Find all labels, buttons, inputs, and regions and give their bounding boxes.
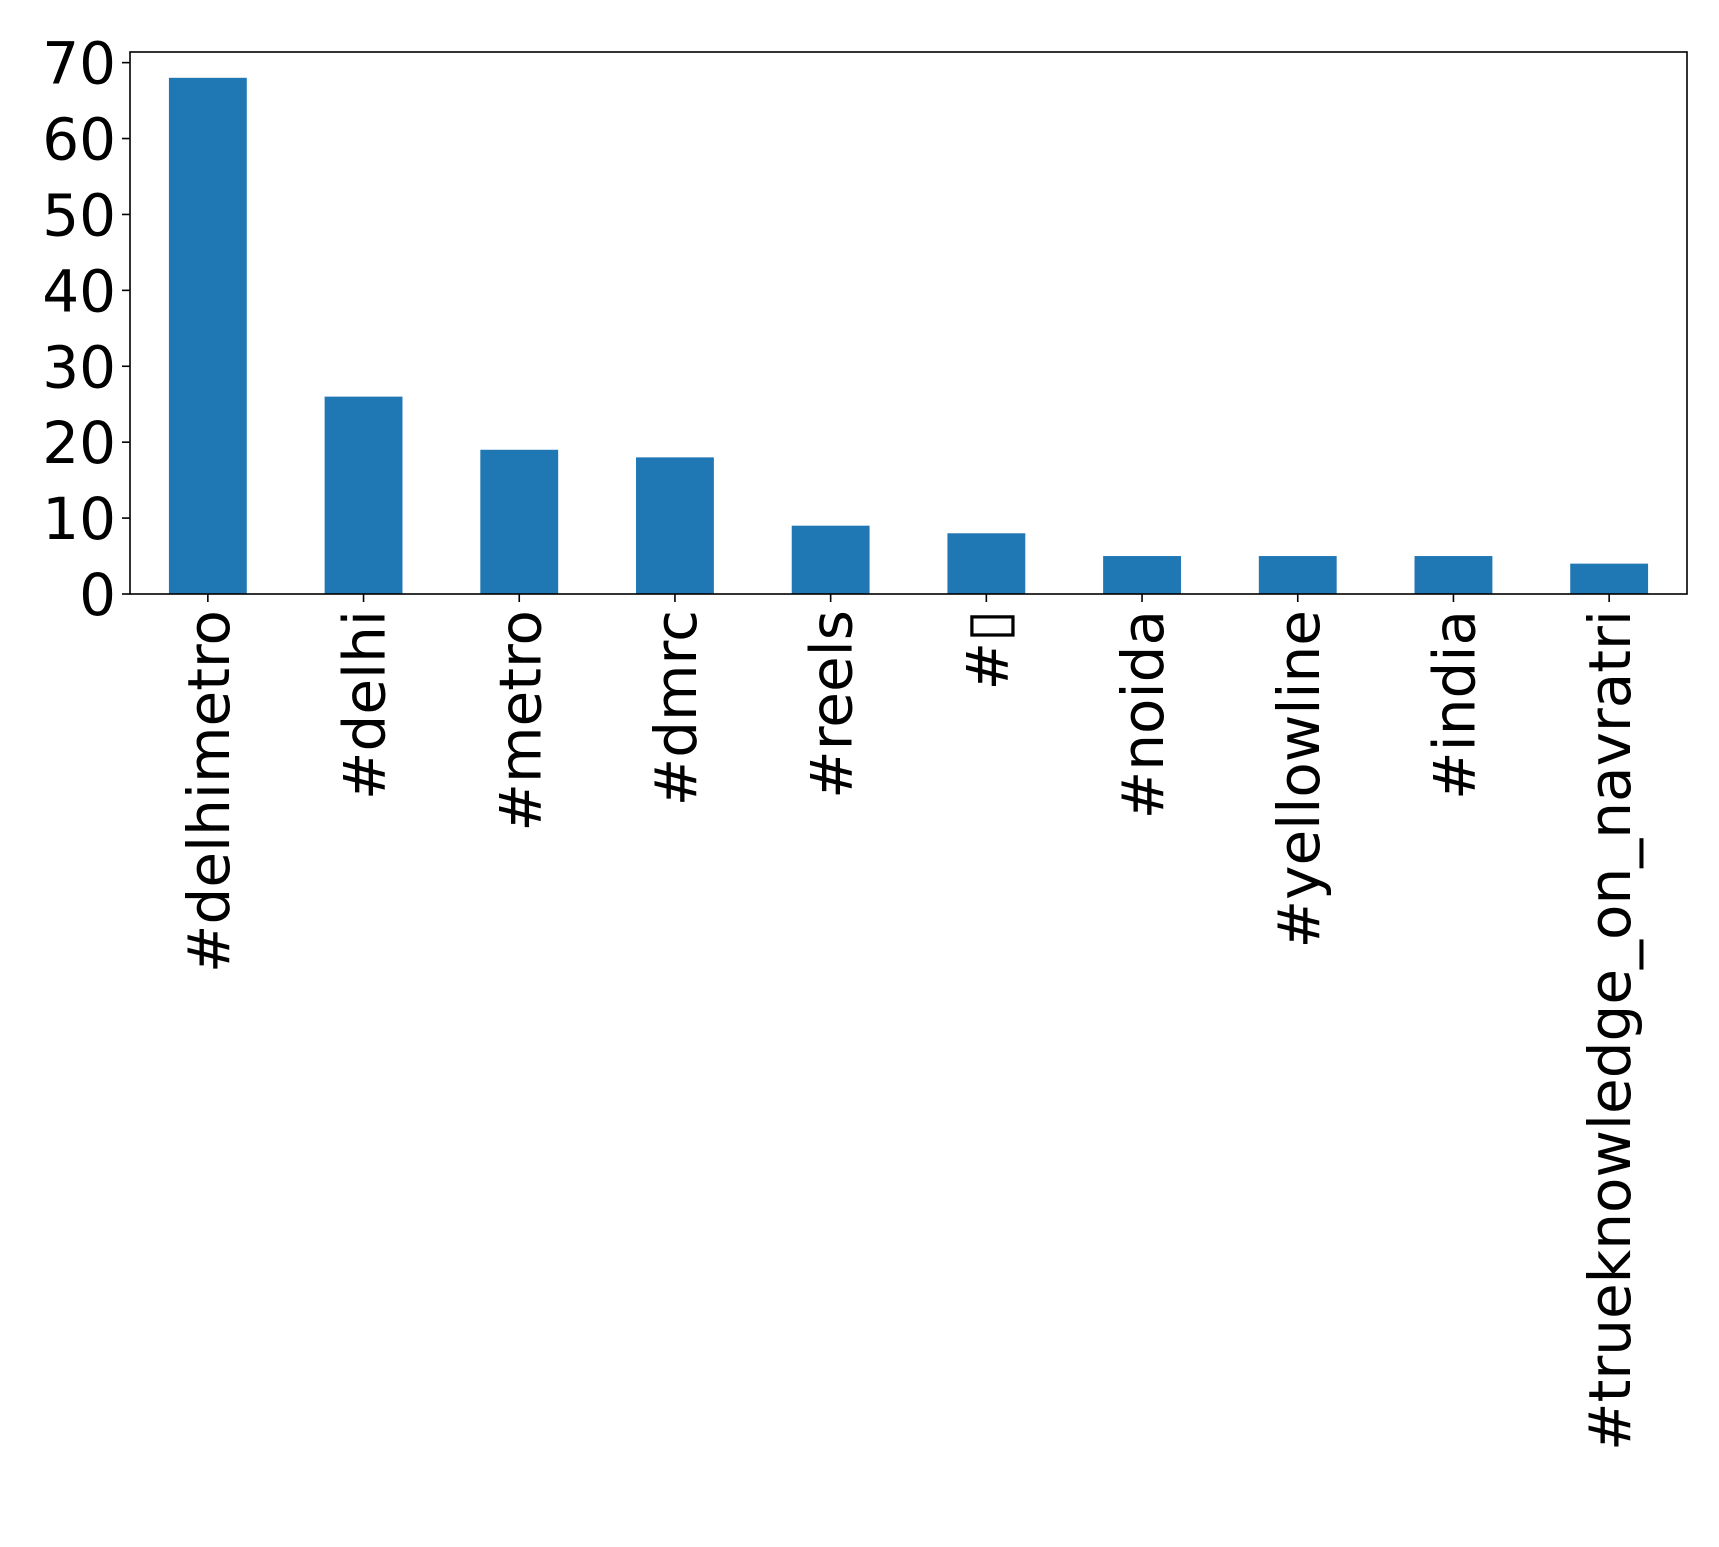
bar: [1258, 556, 1337, 594]
plot-frame: [129, 51, 1688, 595]
bar: [168, 77, 247, 595]
x-tick-label: #metro: [486, 610, 554, 832]
bar: [1103, 556, 1181, 594]
bar: [636, 457, 714, 594]
bars-group: [168, 77, 1649, 595]
y-tick-label: 60: [42, 106, 116, 174]
y-axis: 0 10 20 30 40 50 60 70: [42, 30, 130, 629]
x-tick-label: #yellowline: [1265, 610, 1333, 948]
bar: [480, 449, 559, 594]
y-tick-label: 20: [42, 409, 116, 477]
x-tick-label: #india: [1420, 610, 1488, 800]
bar: [947, 533, 1026, 594]
bar: [1414, 556, 1493, 594]
y-tick-label: 70: [42, 30, 116, 98]
x-tick-label: #trueknowledge_on_navratri: [1576, 610, 1644, 1451]
x-tick-label: #noida: [1109, 610, 1177, 819]
y-tick-label: 0: [79, 561, 116, 629]
y-tick-label: 40: [42, 257, 116, 325]
bar: [1570, 563, 1649, 594]
bar: [791, 525, 870, 594]
y-tick-label: 10: [42, 485, 116, 553]
x-axis: #delhimetro #delhi #metro #dmrc #reels #▯ #noi…: [175, 594, 1644, 1451]
x-tick-label: #reels: [798, 610, 866, 799]
bar: [324, 396, 403, 594]
x-tick-label: #▯: [953, 610, 1021, 691]
x-tick-label: #delhimetro: [175, 610, 243, 973]
y-tick-label: 50: [42, 181, 116, 249]
x-tick-label: #dmrc: [642, 610, 710, 806]
x-tick-label: #delhi: [331, 610, 399, 800]
y-tick-label: 30: [42, 333, 116, 401]
